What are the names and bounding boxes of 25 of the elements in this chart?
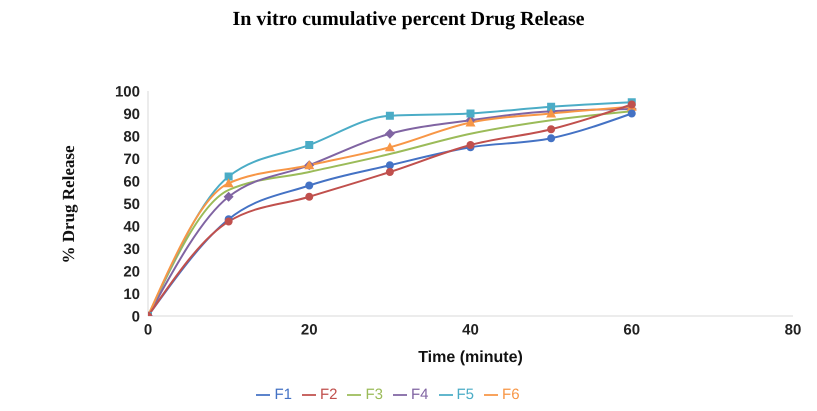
x-tick-label: 80 <box>784 322 802 339</box>
y-tick-label: 100 <box>114 83 140 100</box>
x-tick-label: 60 <box>623 322 640 339</box>
y-tick-label: 10 <box>123 286 140 303</box>
y-tick-label: 70 <box>123 150 140 168</box>
x-axis-title: Time (minute) <box>418 349 523 366</box>
y-tick-label: 30 <box>123 240 140 258</box>
legend-label: F2 <box>320 386 338 403</box>
x-tick-label: 40 <box>462 322 479 339</box>
y-tick-label: 20 <box>123 263 140 280</box>
legend-label: F1 <box>274 386 292 403</box>
y-tick-label: 40 <box>123 218 140 236</box>
y-tick-label: 50 <box>123 196 140 213</box>
legend-label: F5 <box>456 386 474 403</box>
y-tick-label: 0 <box>132 308 140 326</box>
legend-label: F4 <box>411 386 429 403</box>
x-tick-label: 20 <box>300 322 318 339</box>
legend-label: F3 <box>365 386 383 403</box>
y-tick-label: 90 <box>123 106 140 123</box>
y-tick-label: 80 <box>123 128 140 146</box>
x-tick-label: 0 <box>144 322 152 339</box>
chart-title: In vitro cumulative percent Drug Release <box>232 8 586 32</box>
legend-label: F6 <box>502 386 520 403</box>
y-tick-label: 60 <box>123 173 140 190</box>
y-axis-title: % Drug Release <box>59 145 78 264</box>
